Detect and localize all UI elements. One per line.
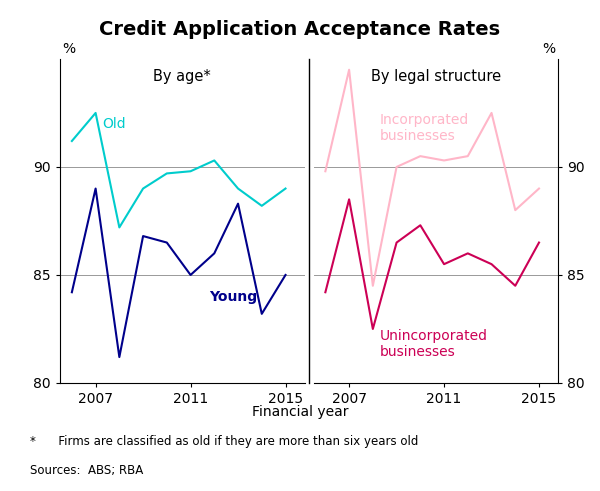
Text: %: % bbox=[62, 42, 76, 55]
Text: Old: Old bbox=[103, 117, 127, 131]
Text: By age*: By age* bbox=[154, 69, 211, 83]
Text: By legal structure: By legal structure bbox=[371, 69, 501, 83]
Text: Financial year: Financial year bbox=[252, 405, 348, 419]
Text: Unincorporated
businesses: Unincorporated businesses bbox=[380, 329, 488, 359]
Text: *      Firms are classified as old if they are more than six years old: * Firms are classified as old if they ar… bbox=[30, 435, 418, 447]
Text: %: % bbox=[542, 42, 556, 55]
Text: Credit Application Acceptance Rates: Credit Application Acceptance Rates bbox=[100, 20, 500, 39]
Text: Young: Young bbox=[209, 290, 257, 304]
Text: Incorporated
businesses: Incorporated businesses bbox=[380, 113, 469, 143]
Text: Sources:  ABS; RBA: Sources: ABS; RBA bbox=[30, 464, 143, 477]
